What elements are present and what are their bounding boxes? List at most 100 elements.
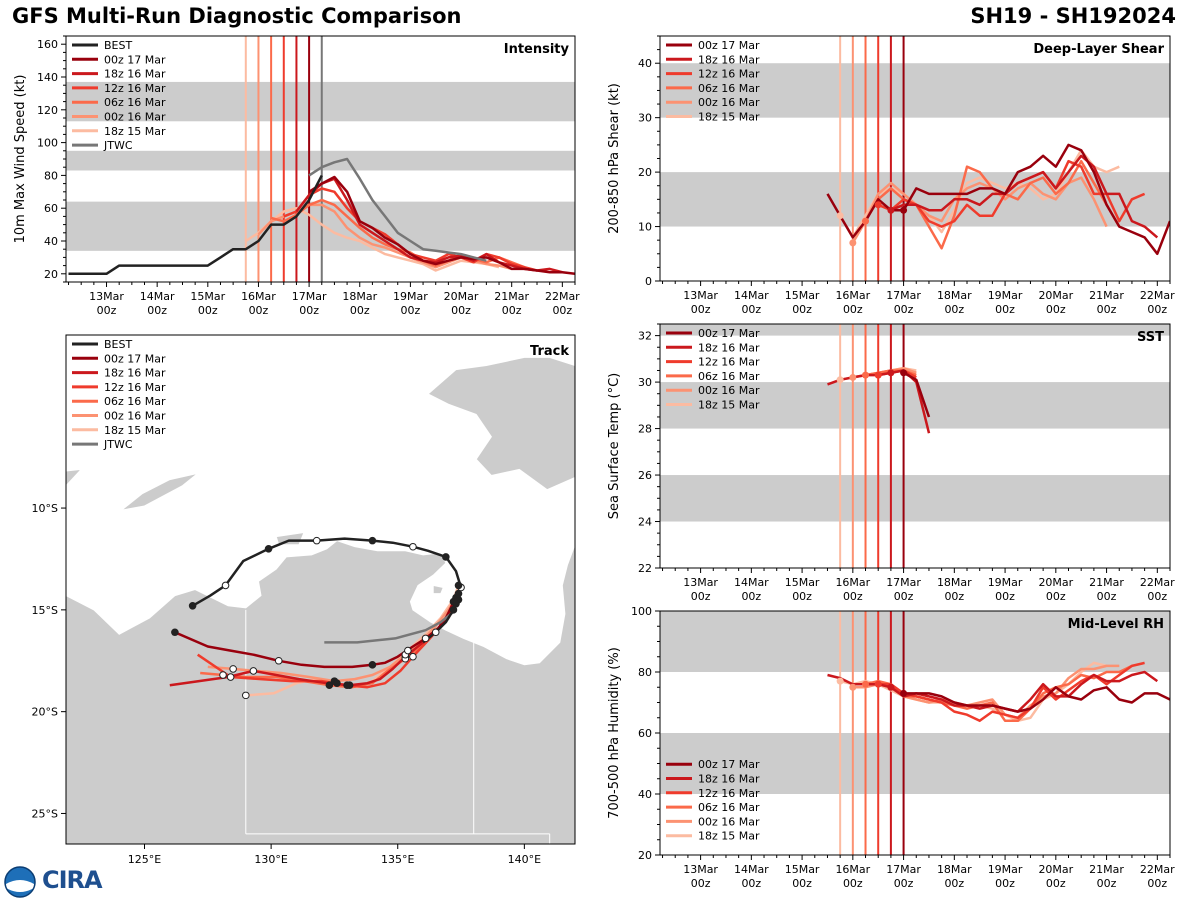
- ytick-label: 0: [645, 275, 652, 288]
- legend-label: 00z 16 Mar: [698, 815, 760, 828]
- xtick-label: 22Mar: [1140, 576, 1175, 589]
- xtick-label: 16Mar: [835, 289, 870, 302]
- legend-label: 06z 16 Mar: [104, 96, 166, 109]
- track-point: [409, 652, 417, 661]
- legend-label: 18z 16 Mar: [104, 367, 166, 380]
- ytick-label: 22: [638, 562, 652, 575]
- lon-label: 125°E: [128, 853, 161, 866]
- ytick-label: 30: [638, 376, 652, 389]
- xtick-label: 21Mar: [1089, 863, 1124, 876]
- legend-label: BEST: [104, 338, 132, 351]
- xtick-sublabel: 00z: [1147, 590, 1167, 603]
- track-JTWC: [324, 610, 455, 644]
- xtick-label: 18Mar: [937, 576, 972, 589]
- track-point: [325, 681, 334, 689]
- y-axis-label: 200-850 hPa Shear (kt): [607, 83, 622, 234]
- init-marker-18z-16-Mar: [887, 206, 895, 214]
- band-shear-1: [660, 63, 1170, 118]
- panel-title: Deep-Layer Shear: [1033, 42, 1164, 57]
- legend-label: 18z 15 Mar: [698, 830, 760, 843]
- legend-label: 12z 16 Mar: [698, 68, 760, 81]
- xtick-sublabel: 00z: [944, 590, 964, 603]
- legend-label: 00z 16 Mar: [698, 384, 760, 397]
- track-point: [188, 601, 197, 610]
- init-marker-18z-15-Mar: [836, 212, 844, 220]
- ytick-label: 40: [638, 57, 652, 70]
- band-intensity-2: [66, 81, 575, 122]
- ytick-label: 40: [44, 235, 58, 248]
- legend-label: 12z 16 Mar: [104, 82, 166, 95]
- xtick-label: 14Mar: [140, 290, 175, 303]
- xtick-label: 17Mar: [886, 576, 921, 589]
- legend-label: 00z 16 Mar: [104, 410, 166, 423]
- ytick-label: 160: [37, 38, 58, 51]
- xtick-sublabel: 00z: [299, 304, 319, 317]
- xtick-sublabel: 00z: [894, 590, 914, 603]
- xtick-label: 19Mar: [988, 863, 1023, 876]
- series-00z-16-Mar: [851, 176, 1108, 244]
- xtick-label: 19Mar: [988, 576, 1023, 589]
- init-marker-00z-16-Mar: [849, 683, 857, 691]
- ytick-label: 30: [638, 112, 652, 125]
- xtick-sublabel: 00z: [691, 590, 711, 603]
- ytick-label: 100: [37, 137, 58, 150]
- legend-label: JTWC: [103, 139, 133, 152]
- ytick-label: 80: [638, 666, 652, 679]
- ytick-label: 60: [44, 202, 58, 215]
- track-point: [229, 665, 237, 673]
- xtick-label: 14Mar: [734, 576, 769, 589]
- landmass-2: [121, 472, 199, 511]
- xtick-label: 19Mar: [393, 290, 428, 303]
- xtick-label: 20Mar: [1038, 576, 1073, 589]
- track-point: [368, 536, 377, 545]
- xtick-label: 18Mar: [937, 289, 972, 302]
- panel-title: Track: [530, 344, 569, 359]
- xtick-label: 15Mar: [785, 863, 820, 876]
- landmass-5: [432, 584, 444, 595]
- ytick-label: 60: [638, 727, 652, 740]
- panel-shear: 01020304013Mar00z14Mar00z15Mar00z16Mar00…: [607, 35, 1175, 316]
- ytick-label: 20: [638, 849, 652, 862]
- track-point: [249, 667, 258, 675]
- track-point: [171, 628, 179, 637]
- legend-label: 12z 16 Mar: [104, 381, 166, 394]
- xtick-sublabel: 00z: [792, 877, 812, 890]
- panel-rh: 2040608010013Mar00z14Mar00z15Mar00z16Mar…: [607, 605, 1175, 890]
- page-title: GFS Multi-Run Diagnostic Comparison: [12, 4, 462, 28]
- xtick-sublabel: 00z: [995, 590, 1015, 603]
- xtick-sublabel: 00z: [691, 303, 711, 316]
- ytick-label: 28: [638, 423, 652, 436]
- init-marker-06z-16-Mar: [862, 680, 870, 688]
- xtick-sublabel: 00z: [792, 590, 812, 603]
- init-marker-18z-15-Mar: [836, 677, 844, 685]
- init-marker-00z-16-Mar: [849, 239, 857, 247]
- xtick-label: 16Mar: [241, 290, 276, 303]
- track-point: [452, 599, 460, 608]
- xtick-sublabel: 00z: [792, 303, 812, 316]
- xtick-sublabel: 00z: [894, 877, 914, 890]
- xtick-label: 22Mar: [1140, 289, 1175, 302]
- xtick-label: 13Mar: [89, 290, 124, 303]
- panel-title: Mid-Level RH: [1068, 617, 1164, 632]
- xtick-label: 15Mar: [190, 290, 225, 303]
- track-point: [219, 671, 227, 679]
- legend-label: 18z 16 Mar: [104, 68, 166, 81]
- xtick-label: 16Mar: [835, 863, 870, 876]
- init-marker-06z-16-Mar: [862, 371, 870, 379]
- ytick-label: 120: [37, 104, 58, 117]
- xtick-label: 21Mar: [1089, 289, 1124, 302]
- ytick-label: 40: [638, 788, 652, 801]
- series-18z-16-Mar: [890, 154, 1159, 239]
- xtick-sublabel: 00z: [944, 877, 964, 890]
- band-intensity-1: [66, 150, 575, 171]
- xtick-label: 20Mar: [1038, 863, 1073, 876]
- band-intensity-0: [66, 201, 575, 251]
- legend-label: BEST: [104, 39, 132, 52]
- ytick-label: 24: [638, 516, 652, 529]
- track-point: [221, 581, 230, 590]
- track-point: [312, 536, 321, 545]
- panel-title: SST: [1137, 330, 1164, 345]
- track-point: [454, 581, 463, 590]
